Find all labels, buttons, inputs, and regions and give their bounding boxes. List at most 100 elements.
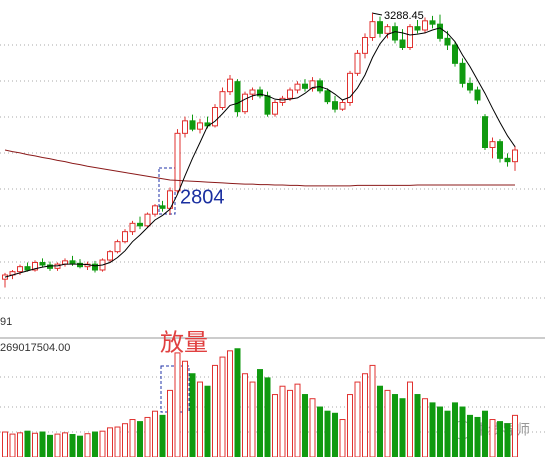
candle-body — [272, 102, 278, 115]
volume-bar — [339, 419, 346, 457]
volume-bar — [414, 394, 421, 457]
volume-bar — [429, 402, 436, 457]
candle-body — [107, 251, 113, 261]
volume-bar — [512, 414, 518, 457]
volume-bar — [489, 419, 496, 457]
high-pointer — [371, 12, 383, 16]
volume-bar — [422, 398, 428, 457]
candle-body — [437, 23, 443, 39]
candle-body — [144, 213, 151, 227]
candle-body — [452, 44, 458, 64]
high-annotation: 3288.45 — [384, 10, 424, 22]
candle-body — [227, 78, 233, 93]
volume-bar — [69, 434, 76, 457]
candle-body — [122, 231, 128, 243]
volume-bar — [257, 369, 263, 457]
candle-body — [474, 89, 481, 101]
volume-bar — [137, 421, 143, 457]
volume-tick-label: 269017504.00 — [0, 342, 70, 354]
candle-body — [339, 102, 346, 110]
candle-body — [159, 205, 166, 209]
volume-bar — [77, 435, 83, 457]
volume-bar — [474, 416, 481, 457]
volume-bar — [264, 377, 271, 457]
volume-bar — [272, 394, 278, 457]
volume-bar — [437, 406, 443, 457]
volume-bar — [174, 352, 181, 457]
candle-body — [32, 262, 38, 271]
candle-body — [197, 122, 203, 130]
volume-bar — [377, 385, 383, 457]
candle-body — [189, 120, 196, 130]
volume-bar — [62, 432, 68, 457]
volume-bar — [362, 373, 368, 457]
volume-bar — [482, 410, 488, 457]
candle-body — [249, 89, 256, 95]
volume-bar — [219, 356, 226, 457]
candle-body — [317, 80, 323, 92]
candle-body — [347, 72, 353, 104]
volume-bar — [294, 383, 301, 457]
volume-bar — [204, 385, 211, 457]
volume-bar — [2, 431, 8, 457]
volume-bar — [17, 432, 23, 457]
candle-body — [384, 26, 391, 34]
volume-bar — [47, 434, 53, 457]
candle-body — [362, 37, 368, 54]
volume-bar — [227, 350, 233, 457]
candle-body — [459, 62, 466, 84]
candle-body — [174, 132, 181, 192]
candle-body — [332, 101, 338, 110]
candle-body — [422, 20, 428, 31]
candle-body — [92, 263, 98, 271]
volume-bar — [84, 433, 91, 457]
candle-body — [114, 241, 121, 253]
candle-body — [377, 21, 383, 34]
low-box — [158, 167, 176, 215]
left-label: 91 — [0, 316, 12, 328]
volume-bar — [444, 410, 451, 457]
candle-body — [129, 222, 136, 233]
volume-bar — [167, 389, 173, 457]
candle-body — [294, 83, 301, 91]
candle-body — [219, 91, 226, 108]
volume-bar — [54, 433, 61, 457]
candle-body — [504, 157, 511, 163]
volume-bar — [497, 421, 503, 457]
volume-bar — [369, 364, 376, 457]
volume-bar — [354, 381, 361, 457]
candle-body — [414, 26, 421, 31]
volume-bar — [32, 432, 38, 457]
volume-bar — [317, 406, 323, 457]
volume-bar — [122, 423, 128, 457]
candle-body — [77, 262, 83, 268]
low-annotation: 2804 — [180, 186, 225, 208]
volume-bar — [39, 431, 46, 457]
candle-body — [182, 120, 188, 134]
volume-bar — [452, 402, 458, 457]
candle-body — [257, 89, 263, 97]
volume-bar — [279, 385, 286, 457]
volume-bar — [302, 394, 308, 457]
volume-bar — [249, 381, 256, 457]
volume-bar — [234, 348, 241, 457]
volume-bar — [129, 419, 136, 457]
volume-bar — [332, 412, 338, 457]
candle-body — [324, 90, 331, 103]
volume-bar — [392, 394, 398, 457]
candle-body — [242, 93, 248, 113]
candle-body — [264, 95, 271, 115]
candle-body — [152, 205, 158, 215]
volume-bar — [324, 410, 331, 457]
candle-body — [489, 141, 496, 149]
candle-body — [17, 266, 23, 273]
volume-bar — [9, 433, 16, 457]
candle-body — [39, 262, 46, 266]
candle-body — [354, 52, 361, 74]
candle-body — [69, 260, 76, 264]
volume-bar — [107, 427, 113, 457]
candle-body — [137, 222, 143, 227]
volume-bar — [114, 426, 121, 457]
volume-bar — [159, 414, 166, 457]
